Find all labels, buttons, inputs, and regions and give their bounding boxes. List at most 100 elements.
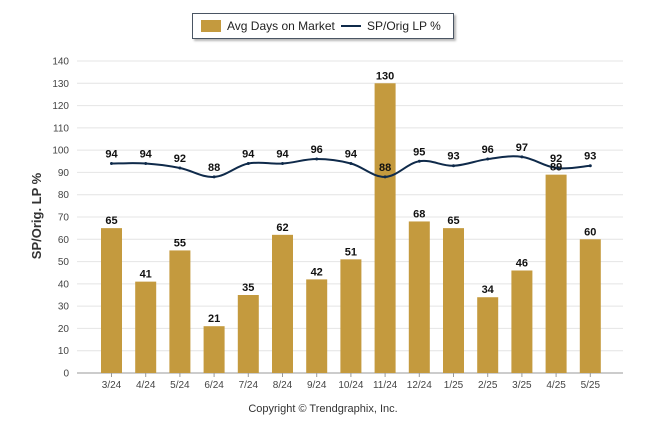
line-point: [383, 175, 387, 179]
legend-swatch-line: [341, 25, 361, 27]
bar-value-label: 21: [208, 313, 220, 325]
legend-label-line: SP/Orig LP %: [367, 19, 441, 33]
x-axis-ticks: 3/24 4/24 5/24 6/24 7/24 8/24 9/24 10/24 11/24 12…: [102, 373, 601, 391]
line-value-label: 96: [482, 144, 494, 156]
x-tick-label: 5/25: [581, 380, 601, 391]
line-point: [588, 164, 592, 168]
y-tick-label: 100: [52, 146, 69, 157]
bar: [101, 228, 122, 373]
line-series: [110, 155, 592, 179]
line-point: [315, 157, 319, 161]
bar-value-label: 34: [482, 284, 495, 296]
line-point: [144, 162, 148, 166]
bar-value-label: 60: [584, 226, 596, 238]
line-value-label: 96: [311, 144, 323, 156]
x-tick-label: 2/25: [478, 380, 498, 391]
bar: [579, 239, 601, 373]
line-value-label: 95: [413, 146, 425, 158]
line-value-label: 94: [242, 149, 255, 161]
y-tick-label: 50: [58, 257, 70, 268]
line-value-label: 88: [208, 162, 220, 174]
data-labels: 65 41 55 21 35 62 42 51 130 68 65 34 46 89 60 94 94 92 88 9…: [105, 70, 596, 325]
x-tick-label: 7/24: [239, 380, 259, 391]
line-point: [452, 164, 455, 168]
bar-series: [101, 83, 601, 374]
y-tick-label: 110: [53, 123, 69, 134]
y-tick-label: 70: [58, 213, 70, 224]
line-point: [417, 159, 421, 163]
line-value-label: 88: [379, 162, 391, 174]
x-tick-label: 4/24: [136, 380, 156, 391]
bar: [477, 297, 499, 373]
line-value-label: 93: [584, 151, 596, 163]
x-tick-label: 11/24: [373, 380, 398, 391]
bar: [169, 250, 191, 373]
x-tick-label: 10/24: [338, 380, 363, 391]
y-tick-label: 10: [58, 346, 70, 357]
bar: [545, 174, 567, 373]
x-tick-label: 1/25: [444, 380, 464, 391]
x-tick-label: 3/25: [512, 380, 532, 391]
line-point: [520, 155, 524, 159]
y-tick-label: 140: [52, 57, 69, 68]
y-tick-label: 0: [63, 369, 69, 380]
bar-value-label: 42: [311, 266, 323, 278]
legend-item-line: SP/Orig LP %: [341, 19, 441, 33]
y-tick-label: 90: [58, 168, 70, 179]
line-point: [281, 162, 284, 166]
bar: [374, 83, 396, 374]
x-tick-label: 5/24: [170, 380, 190, 391]
bar-value-label: 62: [276, 222, 288, 234]
copyright-text: Copyright © Trendgraphix, Inc.: [248, 403, 398, 415]
line-point: [178, 166, 182, 170]
bar: [135, 281, 157, 373]
x-tick-label: 3/24: [102, 380, 122, 391]
x-tick-label: 9/24: [307, 380, 327, 391]
legend-label-bars: Avg Days on Market: [227, 19, 335, 33]
y-tick-label: 30: [58, 302, 70, 313]
x-tick-label: 8/24: [273, 380, 293, 391]
y-tick-label: 130: [52, 79, 69, 90]
bar: [203, 326, 225, 373]
bar-value-label: 65: [447, 215, 459, 227]
bar: [340, 259, 362, 373]
bar-value-label: 35: [242, 282, 254, 294]
line-value-label: 93: [447, 151, 459, 163]
bar-value-label: 41: [140, 269, 152, 281]
line-value-label: 92: [550, 153, 562, 165]
y-tick-label: 120: [52, 101, 69, 112]
x-tick-label: 12/24: [407, 380, 432, 391]
line-point: [349, 162, 353, 166]
line-value-label: 97: [516, 142, 528, 154]
legend-item-bars: Avg Days on Market: [201, 19, 335, 33]
bar: [443, 228, 464, 373]
line-value-label: 94: [105, 149, 118, 161]
bar: [306, 279, 328, 373]
bar: [237, 295, 259, 373]
y-tick-label: 40: [58, 279, 70, 290]
line-point: [246, 162, 250, 166]
line-value-label: 94: [276, 149, 289, 161]
line-point: [110, 162, 113, 166]
legend: Avg Days on Market SP/Orig LP %: [192, 13, 454, 39]
bar: [511, 270, 533, 373]
bar: [408, 221, 430, 373]
y-tick-label: 80: [58, 190, 70, 201]
y-axis-ticks: 0 10 20 30 40 50 60 70 80 90 100 110 120 130 140: [52, 57, 69, 380]
bar: [272, 234, 293, 373]
bar-value-label: 51: [345, 246, 357, 258]
y-tick-label: 60: [58, 235, 70, 246]
x-tick-label: 4/25: [546, 380, 566, 391]
bar-value-label: 89: [550, 162, 562, 174]
line-value-label: 94: [345, 149, 358, 161]
bar-value-label: 65: [105, 215, 117, 227]
bar-value-label: 130: [376, 70, 394, 82]
bar-value-label: 68: [413, 208, 425, 220]
legend-swatch-bars: [201, 20, 221, 32]
line-point: [212, 175, 216, 179]
bar-value-label: 46: [516, 257, 528, 269]
bar-value-label: 55: [174, 237, 186, 249]
line-point: [486, 157, 490, 161]
x-tick-label: 6/24: [204, 380, 224, 391]
